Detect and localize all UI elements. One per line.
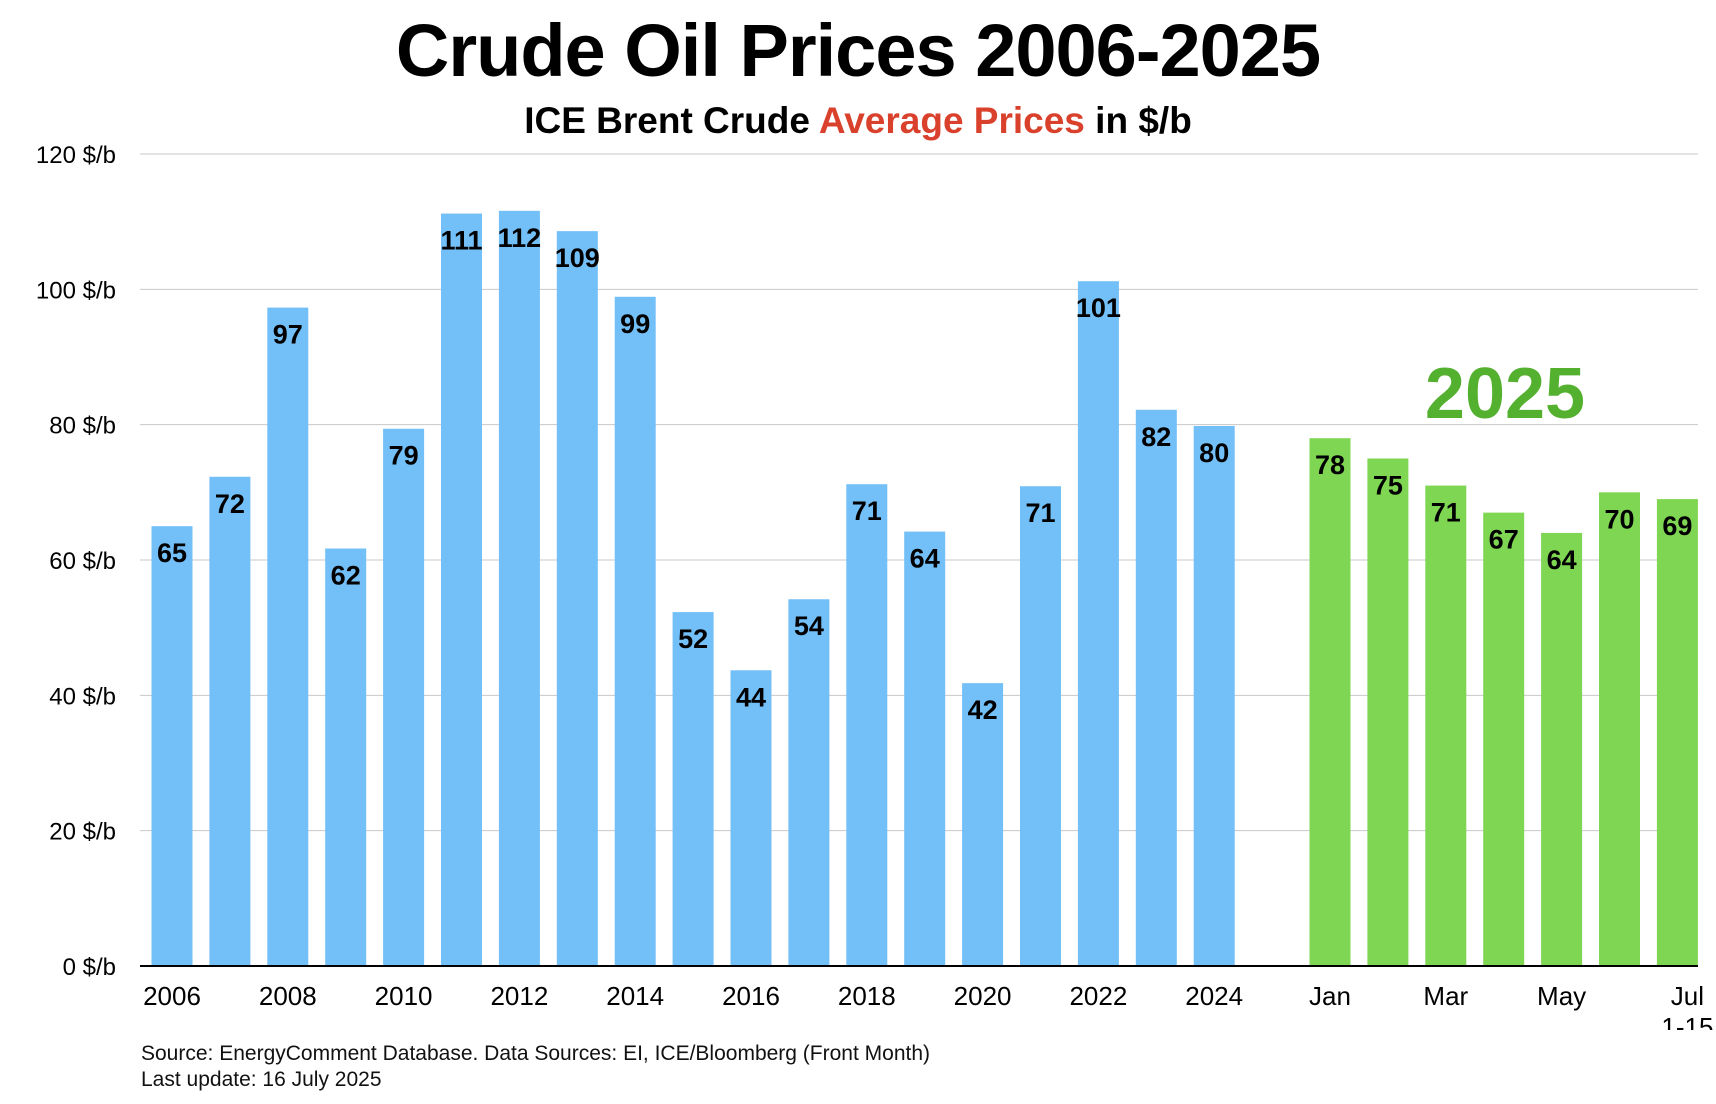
x-tick-label: 2022: [1069, 981, 1127, 1011]
bar-value-label: 65: [157, 538, 187, 568]
y-tick-label: 20 $/b: [49, 819, 116, 846]
bar: [846, 484, 888, 966]
bar-value-label: 109: [555, 243, 600, 273]
x-tick-label: 2010: [375, 981, 433, 1011]
bar-value-label: 54: [794, 611, 824, 641]
bar-value-label: 97: [273, 320, 303, 350]
x-tick-label: May: [1537, 981, 1586, 1011]
bar: [1367, 458, 1409, 966]
subtitle-suffix: in $/b: [1084, 100, 1192, 141]
x-tick-label: 2018: [838, 981, 896, 1011]
bar-value-label: 71: [852, 496, 882, 526]
bar: [788, 599, 830, 966]
x-tick-label: 2012: [490, 981, 548, 1011]
x-tick-label: 2008: [259, 981, 317, 1011]
bar-value-label: 99: [620, 309, 650, 339]
y-tick-label: 100 $/b: [36, 277, 116, 304]
bar: [1656, 499, 1698, 966]
bar: [441, 213, 482, 967]
bar: [614, 296, 656, 966]
y-tick-label: 120 $/b: [36, 142, 116, 169]
bar: [1483, 512, 1525, 966]
bar-value-label: 72: [215, 489, 245, 519]
x-tick-label: 2024: [1185, 981, 1243, 1011]
bar: [1599, 492, 1640, 966]
x-tick-label: 2020: [954, 981, 1012, 1011]
bar-value-label: 71: [1431, 498, 1461, 528]
y-tick-label: 80 $/b: [49, 413, 116, 440]
bar: [730, 670, 772, 966]
bar-value-label: 69: [1662, 511, 1692, 541]
bar-value-label: 112: [498, 223, 542, 253]
bar: [1077, 281, 1119, 966]
bar-value-label: 71: [1025, 498, 1055, 528]
x-tick-label: 2006: [143, 981, 201, 1011]
bar: [962, 683, 1004, 966]
chart-title: Crude Oil Prices 2006-2025: [395, 9, 1321, 92]
bar-value-label: 52: [678, 624, 708, 654]
source-note: Source: EnergyComment Database. Data Sou…: [141, 1042, 931, 1065]
bar-value-label: 62: [331, 560, 361, 590]
x-tick-label: 2016: [722, 981, 780, 1011]
bar-chart: 0 $/b 20 $/b 40 $/b 60 $/b 80 $/b 100 $/b 120 …: [36, 142, 1714, 1030]
bar: [209, 476, 251, 966]
bar: [672, 612, 714, 966]
bar-value-label: 42: [968, 695, 998, 725]
bar: [151, 526, 193, 966]
bar: [267, 307, 309, 966]
bar: [904, 531, 946, 966]
y-tick-label: 40 $/b: [49, 683, 116, 710]
bar: [1425, 485, 1467, 966]
bar: [498, 210, 540, 967]
subtitle-prefix: ICE Brent Crude: [524, 100, 819, 141]
bar-value-label: 75: [1373, 471, 1403, 501]
bar: [1541, 532, 1583, 966]
x-tick-label: Jan: [1309, 981, 1351, 1011]
bar-value-label: 79: [389, 441, 419, 471]
bar-value-label: 64: [1547, 545, 1577, 575]
bar-value-label: 70: [1604, 504, 1634, 534]
bar-value-label: 82: [1141, 422, 1171, 452]
bar: [1309, 438, 1351, 966]
y-tick-label: 0 $/b: [63, 954, 116, 981]
highlight-year-label: 2025: [1425, 354, 1585, 434]
bar-value-label: 78: [1315, 450, 1345, 480]
x-tick-label: Jul: [1671, 981, 1704, 1011]
bar: [556, 231, 598, 966]
bar-value-label: 111: [440, 226, 482, 256]
bar: [1135, 409, 1177, 966]
bar: [1193, 426, 1235, 966]
bar-value-label: 67: [1489, 525, 1519, 555]
bar-value-label: 64: [910, 544, 940, 574]
bar-value-label: 101: [1076, 293, 1121, 323]
last-update-note: Last update: 16 July 2025: [141, 1068, 382, 1091]
x-tick-label: 1-15: [1661, 1012, 1713, 1030]
x-tick-label: Mar: [1423, 981, 1468, 1011]
bar: [1020, 486, 1061, 966]
bar-value-label: 80: [1199, 438, 1229, 468]
bar: [325, 548, 367, 966]
x-tick-label: 2014: [606, 981, 664, 1011]
subtitle-accent: Average Prices: [818, 100, 1085, 141]
bar: [383, 428, 425, 966]
y-tick-label: 60 $/b: [49, 548, 116, 575]
chart-subtitle: ICE Brent Crude Average Prices in $/b: [0, 100, 1716, 142]
bar-value-label: 44: [736, 682, 766, 712]
